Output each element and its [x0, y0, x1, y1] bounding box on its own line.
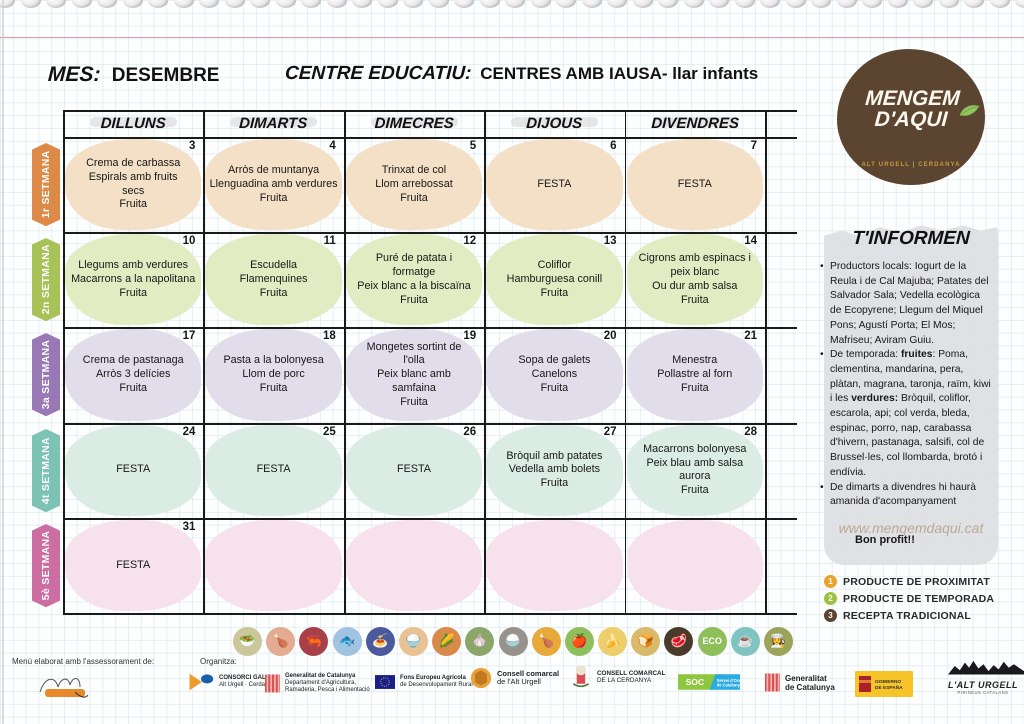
svg-text:de Catalunya: de Catalunya — [717, 683, 740, 688]
svg-text:DE ESPAÑA: DE ESPAÑA — [875, 684, 903, 691]
svg-text:SOC: SOC — [686, 677, 704, 687]
svg-text:GOBIERNO: GOBIERNO — [875, 679, 901, 685]
